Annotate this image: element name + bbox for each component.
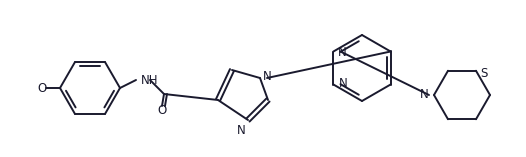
Text: NH: NH — [141, 73, 158, 87]
Text: N: N — [237, 124, 246, 137]
Text: S: S — [480, 67, 488, 80]
Text: N: N — [263, 70, 272, 82]
Text: O: O — [157, 103, 167, 116]
Text: N: N — [420, 89, 429, 101]
Text: O: O — [37, 81, 47, 95]
Text: N: N — [338, 77, 347, 90]
Text: N: N — [337, 46, 346, 59]
